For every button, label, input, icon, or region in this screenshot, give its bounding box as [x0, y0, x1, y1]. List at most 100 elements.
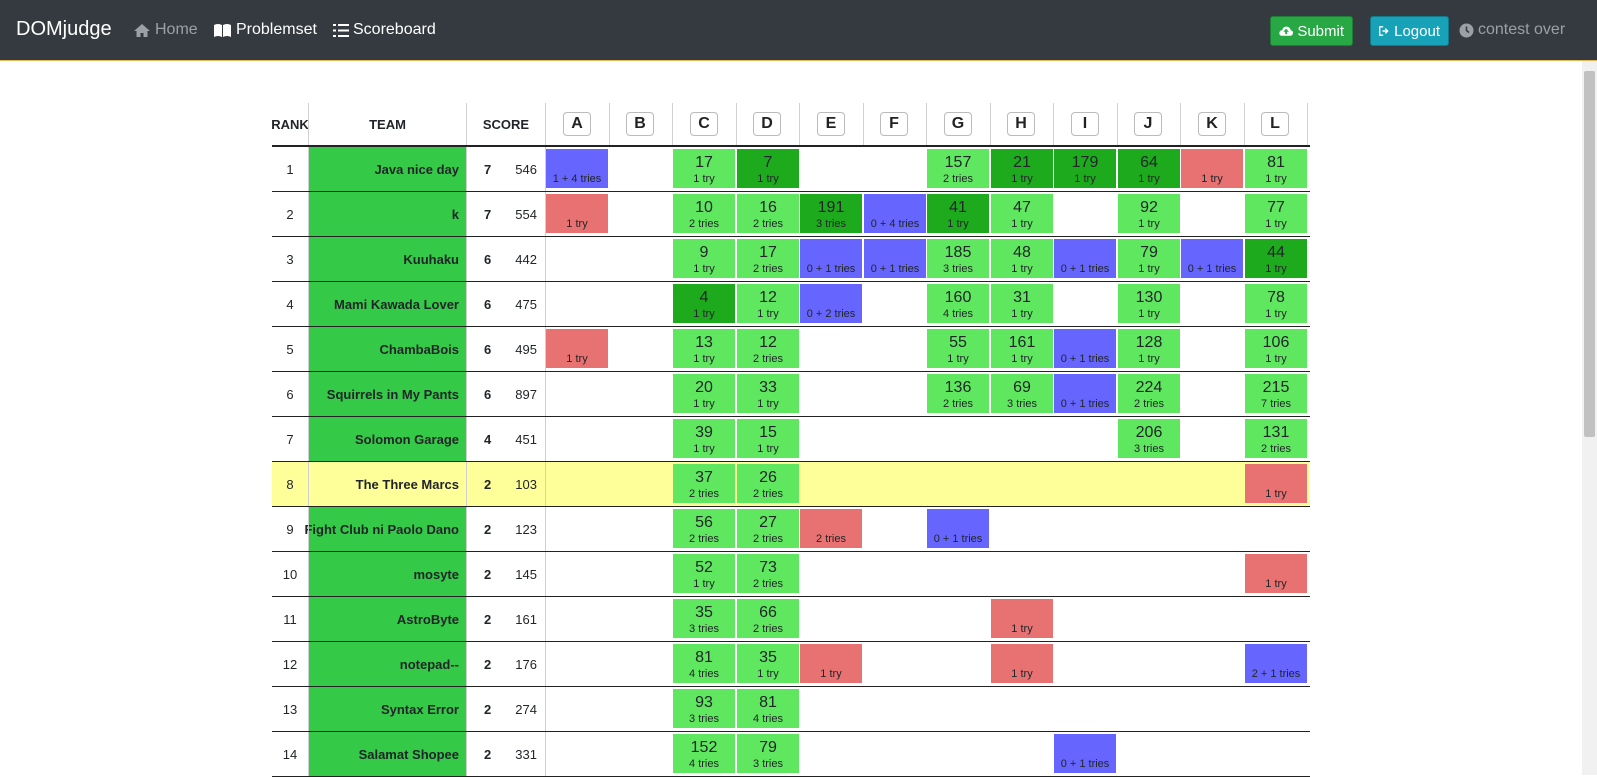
- problem-cell-c[interactable]: 37 2 tries: [673, 464, 735, 503]
- problem-cell-i[interactable]: 0 + 1 tries: [1054, 239, 1116, 278]
- problem-header-i[interactable]: I: [1071, 112, 1099, 136]
- problem-cell-l[interactable]: 1 try: [1245, 464, 1307, 503]
- problem-header-j[interactable]: J: [1134, 112, 1162, 136]
- problem-header-h[interactable]: H: [1007, 112, 1035, 136]
- problem-cell-e[interactable]: 0 + 1 tries: [800, 239, 862, 278]
- team-row[interactable]: 7 Solomon Garage 4 451 39 1 try 15 1 try 206 3 tr…: [272, 417, 1310, 462]
- problem-cell-i[interactable]: 0 + 1 tries: [1054, 329, 1116, 368]
- problem-cell-c[interactable]: 52 1 try: [673, 554, 735, 593]
- problem-cell-c[interactable]: 9 1 try: [673, 239, 735, 278]
- team-name[interactable]: notepad--: [309, 642, 466, 686]
- problem-cell-g[interactable]: 55 1 try: [927, 329, 989, 368]
- problem-cell-c[interactable]: 152 4 tries: [673, 734, 735, 773]
- team-name[interactable]: Java nice day: [309, 147, 466, 191]
- problem-cell-g[interactable]: 0 + 1 tries: [927, 509, 989, 548]
- problem-cell-c[interactable]: 35 3 tries: [673, 599, 735, 638]
- team-row[interactable]: 12 notepad-- 2 176 81 4 tries 35 1 try 1 try 1 tr…: [272, 642, 1310, 687]
- problem-cell-i[interactable]: 179 1 try: [1054, 149, 1116, 188]
- problem-cell-d[interactable]: 26 2 tries: [737, 464, 799, 503]
- problem-cell-h[interactable]: 1 try: [991, 599, 1053, 638]
- team-row[interactable]: 2 k 7 554 1 try 10 2 tries 16 2 tries 191 3 tries 0…: [272, 192, 1310, 237]
- problem-cell-c[interactable]: 56 2 tries: [673, 509, 735, 548]
- problem-cell-c[interactable]: 39 1 try: [673, 419, 735, 458]
- problem-cell-f[interactable]: 0 + 4 tries: [864, 194, 926, 233]
- problem-cell-d[interactable]: 27 2 tries: [737, 509, 799, 548]
- problem-cell-d[interactable]: 33 1 try: [737, 374, 799, 413]
- team-name[interactable]: Salamat Shopee: [309, 732, 466, 776]
- problem-cell-c[interactable]: 10 2 tries: [673, 194, 735, 233]
- team-name[interactable]: k: [309, 192, 466, 236]
- problem-cell-a[interactable]: 1 + 4 tries: [546, 149, 608, 188]
- problem-cell-c[interactable]: 81 4 tries: [673, 644, 735, 683]
- team-row[interactable]: 14 Salamat Shopee 2 331 152 4 tries 79 3 tries 0…: [272, 732, 1310, 777]
- team-name[interactable]: Syntax Error: [309, 687, 466, 731]
- page-scrollbar[interactable]: [1582, 61, 1597, 775]
- problem-cell-d[interactable]: 81 4 tries: [737, 689, 799, 728]
- problem-header-d[interactable]: D: [753, 112, 781, 136]
- team-row[interactable]: 3 Kuuhaku 6 442 9 1 try 17 2 tries 0 + 1 tries 0 …: [272, 237, 1310, 282]
- nav-home-link[interactable]: Home: [133, 21, 198, 39]
- problem-cell-e[interactable]: 191 3 tries: [800, 194, 862, 233]
- nav-scoreboard-link[interactable]: Scoreboard: [333, 21, 436, 39]
- problem-cell-e[interactable]: 0 + 2 tries: [800, 284, 862, 323]
- problem-cell-l[interactable]: 77 1 try: [1245, 194, 1307, 233]
- problem-header-b[interactable]: B: [626, 112, 654, 136]
- problem-cell-d[interactable]: 15 1 try: [737, 419, 799, 458]
- problem-header-c[interactable]: C: [690, 112, 718, 136]
- problem-header-a[interactable]: A: [563, 112, 591, 136]
- problem-cell-a[interactable]: 1 try: [546, 194, 608, 233]
- problem-cell-e[interactable]: 2 tries: [800, 509, 862, 548]
- problem-cell-l[interactable]: 215 7 tries: [1245, 374, 1307, 413]
- problem-cell-l[interactable]: 2 + 1 tries: [1245, 644, 1307, 683]
- problem-cell-g[interactable]: 185 3 tries: [927, 239, 989, 278]
- problem-cell-d[interactable]: 7 1 try: [737, 149, 799, 188]
- problem-cell-l[interactable]: 44 1 try: [1245, 239, 1307, 278]
- team-name[interactable]: Fight Club ni Paolo Dano: [304, 507, 466, 551]
- problem-cell-d[interactable]: 79 3 tries: [737, 734, 799, 773]
- problem-header-g[interactable]: G: [944, 112, 972, 136]
- team-row[interactable]: 9 Fight Club ni Paolo Dano 2 123 56 2 tries 27…: [272, 507, 1310, 552]
- problem-cell-l[interactable]: 81 1 try: [1245, 149, 1307, 188]
- team-name[interactable]: ChambaBois: [309, 327, 466, 371]
- problem-cell-k[interactable]: 0 + 1 tries: [1181, 239, 1243, 278]
- scrollbar-thumb[interactable]: [1584, 71, 1595, 437]
- team-row[interactable]: 1 Java nice day 7 546 1 + 4 tries 17 1 try 7 1 t…: [272, 147, 1310, 192]
- problem-cell-j[interactable]: 79 1 try: [1118, 239, 1180, 278]
- problem-cell-k[interactable]: 1 try: [1181, 149, 1243, 188]
- problem-cell-l[interactable]: 131 2 tries: [1245, 419, 1307, 458]
- problem-cell-c[interactable]: 17 1 try: [673, 149, 735, 188]
- problem-cell-i[interactable]: 0 + 1 tries: [1054, 374, 1116, 413]
- problem-cell-h[interactable]: 21 1 try: [991, 149, 1053, 188]
- team-name[interactable]: AstroByte: [309, 597, 466, 641]
- problem-cell-l[interactable]: 1 try: [1245, 554, 1307, 593]
- problem-cell-d[interactable]: 35 1 try: [737, 644, 799, 683]
- problem-cell-e[interactable]: 1 try: [800, 644, 862, 683]
- problem-cell-l[interactable]: 106 1 try: [1245, 329, 1307, 368]
- submit-button[interactable]: Submit: [1270, 16, 1353, 46]
- team-name[interactable]: The Three Marcs: [309, 462, 466, 506]
- problem-cell-d[interactable]: 12 2 tries: [737, 329, 799, 368]
- problem-cell-j[interactable]: 128 1 try: [1118, 329, 1180, 368]
- problem-cell-g[interactable]: 160 4 tries: [927, 284, 989, 323]
- problem-cell-h[interactable]: 69 3 tries: [991, 374, 1053, 413]
- team-row[interactable]: 8 The Three Marcs 2 103 37 2 tries 26 2 tries 1 …: [272, 462, 1310, 507]
- problem-cell-h[interactable]: 1 try: [991, 644, 1053, 683]
- problem-cell-h[interactable]: 161 1 try: [991, 329, 1053, 368]
- team-name[interactable]: mosyte: [309, 552, 466, 596]
- team-row[interactable]: 13 Syntax Error 2 274 93 3 tries 81 4 tries: [272, 687, 1310, 732]
- team-row[interactable]: 5 ChambaBois 6 495 1 try 13 1 try 12 2 tries 55 1 …: [272, 327, 1310, 372]
- logout-button[interactable]: Logout: [1370, 16, 1449, 46]
- problem-cell-l[interactable]: 78 1 try: [1245, 284, 1307, 323]
- problem-cell-g[interactable]: 136 2 tries: [927, 374, 989, 413]
- team-name[interactable]: Mami Kawada Lover: [309, 282, 466, 326]
- team-name[interactable]: Squirrels in My Pants: [309, 372, 466, 416]
- team-row[interactable]: 4 Mami Kawada Lover 6 475 4 1 try 12 1 try 0 + 2…: [272, 282, 1310, 327]
- problem-cell-j[interactable]: 64 1 try: [1118, 149, 1180, 188]
- problem-cell-d[interactable]: 12 1 try: [737, 284, 799, 323]
- problem-cell-d[interactable]: 16 2 tries: [737, 194, 799, 233]
- problem-cell-j[interactable]: 224 2 tries: [1118, 374, 1180, 413]
- problem-cell-i[interactable]: 0 + 1 tries: [1054, 734, 1116, 773]
- team-row[interactable]: 11 AstroByte 2 161 35 3 tries 66 2 tries 1 try: [272, 597, 1310, 642]
- problem-cell-j[interactable]: 206 3 tries: [1118, 419, 1180, 458]
- problem-cell-h[interactable]: 47 1 try: [991, 194, 1053, 233]
